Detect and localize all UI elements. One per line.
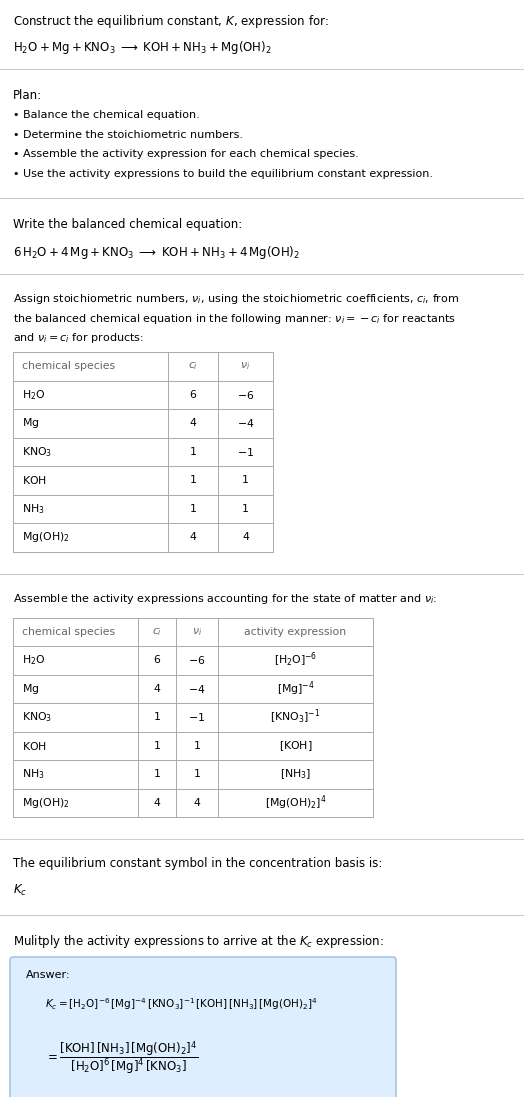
Text: Plan:: Plan: bbox=[13, 89, 42, 102]
Text: $\mathrm{Mg}$: $\mathrm{Mg}$ bbox=[22, 416, 39, 430]
Text: $[\mathrm{H_2O}]^{-6}$: $[\mathrm{H_2O}]^{-6}$ bbox=[274, 651, 317, 669]
Text: 1: 1 bbox=[190, 504, 196, 513]
Text: 1: 1 bbox=[190, 475, 196, 485]
Text: $\mathrm{NH_3}$: $\mathrm{NH_3}$ bbox=[22, 501, 45, 516]
Text: • Use the activity expressions to build the equilibrium constant expression.: • Use the activity expressions to build … bbox=[13, 169, 433, 179]
Text: $-4$: $-4$ bbox=[237, 417, 254, 429]
Text: 4: 4 bbox=[154, 683, 160, 693]
Text: 1: 1 bbox=[154, 712, 160, 722]
Text: 1: 1 bbox=[154, 769, 160, 779]
Text: 1: 1 bbox=[190, 446, 196, 456]
Text: activity expression: activity expression bbox=[244, 626, 346, 636]
Text: 4: 4 bbox=[190, 418, 196, 428]
Text: 1: 1 bbox=[242, 475, 249, 485]
Text: • Assemble the activity expression for each chemical species.: • Assemble the activity expression for e… bbox=[13, 149, 359, 159]
Text: $\mathrm{Mg(OH)_2}$: $\mathrm{Mg(OH)_2}$ bbox=[22, 795, 70, 810]
Text: $[\mathrm{Mg}]^{-4}$: $[\mathrm{Mg}]^{-4}$ bbox=[277, 679, 314, 698]
Text: $-1$: $-1$ bbox=[237, 445, 254, 457]
Text: 1: 1 bbox=[242, 504, 249, 513]
Text: • Determine the stoichiometric numbers.: • Determine the stoichiometric numbers. bbox=[13, 129, 243, 139]
Text: $\mathrm{NH_3}$: $\mathrm{NH_3}$ bbox=[22, 767, 45, 781]
Text: $= \dfrac{[\mathrm{KOH}]\,[\mathrm{NH_3}]\,[\mathrm{Mg(OH)_2}]^{4}}{[\mathrm{H_2: $= \dfrac{[\mathrm{KOH}]\,[\mathrm{NH_3}… bbox=[45, 1040, 198, 1077]
Text: 4: 4 bbox=[242, 532, 249, 542]
Text: $-6$: $-6$ bbox=[237, 388, 254, 400]
Text: 4: 4 bbox=[190, 532, 196, 542]
Text: 1: 1 bbox=[154, 740, 160, 750]
Text: $\mathrm{H_2O}$: $\mathrm{H_2O}$ bbox=[22, 388, 46, 402]
Text: Construct the equilibrium constant, $K$, expression for:: Construct the equilibrium constant, $K$,… bbox=[13, 13, 329, 30]
Text: 1: 1 bbox=[193, 769, 201, 779]
Text: • Balance the chemical equation.: • Balance the chemical equation. bbox=[13, 110, 200, 120]
Text: $\nu_i$: $\nu_i$ bbox=[241, 360, 250, 372]
Text: $K_c = [\mathrm{H_2O}]^{-6}\,[\mathrm{Mg}]^{-4}\,[\mathrm{KNO_3}]^{-1}\,[\mathrm: $K_c = [\mathrm{H_2O}]^{-6}\,[\mathrm{Mg… bbox=[45, 996, 318, 1011]
Bar bbox=[13, 618, 373, 817]
Text: $K_c$: $K_c$ bbox=[13, 883, 27, 898]
Text: $-6$: $-6$ bbox=[188, 654, 205, 666]
Bar bbox=[13, 352, 273, 552]
Text: Assign stoichiometric numbers, $\nu_i$, using the stoichiometric coefficients, $: Assign stoichiometric numbers, $\nu_i$, … bbox=[13, 292, 459, 344]
Text: $[\mathrm{Mg(OH)_2}]^{4}$: $[\mathrm{Mg(OH)_2}]^{4}$ bbox=[265, 793, 326, 812]
Text: The equilibrium constant symbol in the concentration basis is:: The equilibrium constant symbol in the c… bbox=[13, 857, 383, 870]
Text: $\mathrm{6\,H_2O + 4\,Mg + KNO_3 \;\longrightarrow\; KOH + NH_3 + 4\,Mg(OH)_2}$: $\mathrm{6\,H_2O + 4\,Mg + KNO_3 \;\long… bbox=[13, 244, 300, 261]
Text: 6: 6 bbox=[154, 655, 160, 665]
Text: $\mathrm{KNO_3}$: $\mathrm{KNO_3}$ bbox=[22, 445, 52, 459]
Text: $c_i$: $c_i$ bbox=[188, 360, 198, 372]
Text: Answer:: Answer: bbox=[26, 970, 71, 980]
Text: $\mathrm{Mg(OH)_2}$: $\mathrm{Mg(OH)_2}$ bbox=[22, 530, 70, 544]
Text: 1: 1 bbox=[193, 740, 201, 750]
Text: $\mathrm{H_2O + Mg + KNO_3 \;\longrightarrow\; KOH + NH_3 + Mg(OH)_2}$: $\mathrm{H_2O + Mg + KNO_3 \;\longrighta… bbox=[13, 39, 272, 56]
Text: 4: 4 bbox=[193, 798, 201, 807]
Text: $[\mathrm{KNO_3}]^{-1}$: $[\mathrm{KNO_3}]^{-1}$ bbox=[270, 708, 321, 726]
Text: $c_i$: $c_i$ bbox=[152, 626, 162, 637]
Text: Write the balanced chemical equation:: Write the balanced chemical equation: bbox=[13, 218, 242, 231]
Text: chemical species: chemical species bbox=[22, 361, 115, 371]
Text: $\mathrm{KNO_3}$: $\mathrm{KNO_3}$ bbox=[22, 711, 52, 724]
Text: $\mathrm{KOH}$: $\mathrm{KOH}$ bbox=[22, 739, 47, 751]
Text: chemical species: chemical species bbox=[22, 626, 115, 636]
Text: $\mathrm{Mg}$: $\mathrm{Mg}$ bbox=[22, 681, 39, 695]
Text: $[\mathrm{NH_3}]$: $[\mathrm{NH_3}]$ bbox=[280, 767, 311, 781]
Text: $-4$: $-4$ bbox=[188, 682, 206, 694]
Text: $-1$: $-1$ bbox=[189, 711, 205, 723]
Text: 6: 6 bbox=[190, 389, 196, 399]
Text: Mulitply the activity expressions to arrive at the $K_c$ expression:: Mulitply the activity expressions to arr… bbox=[13, 934, 384, 950]
Text: 4: 4 bbox=[154, 798, 160, 807]
Text: $\mathrm{H_2O}$: $\mathrm{H_2O}$ bbox=[22, 654, 46, 667]
FancyBboxPatch shape bbox=[10, 957, 396, 1097]
Text: $\nu_i$: $\nu_i$ bbox=[192, 626, 202, 637]
Text: $[\mathrm{KOH}]$: $[\mathrm{KOH}]$ bbox=[279, 739, 312, 753]
Text: Assemble the activity expressions accounting for the state of matter and $\nu_i$: Assemble the activity expressions accoun… bbox=[13, 591, 437, 606]
Text: $\mathrm{KOH}$: $\mathrm{KOH}$ bbox=[22, 474, 47, 486]
